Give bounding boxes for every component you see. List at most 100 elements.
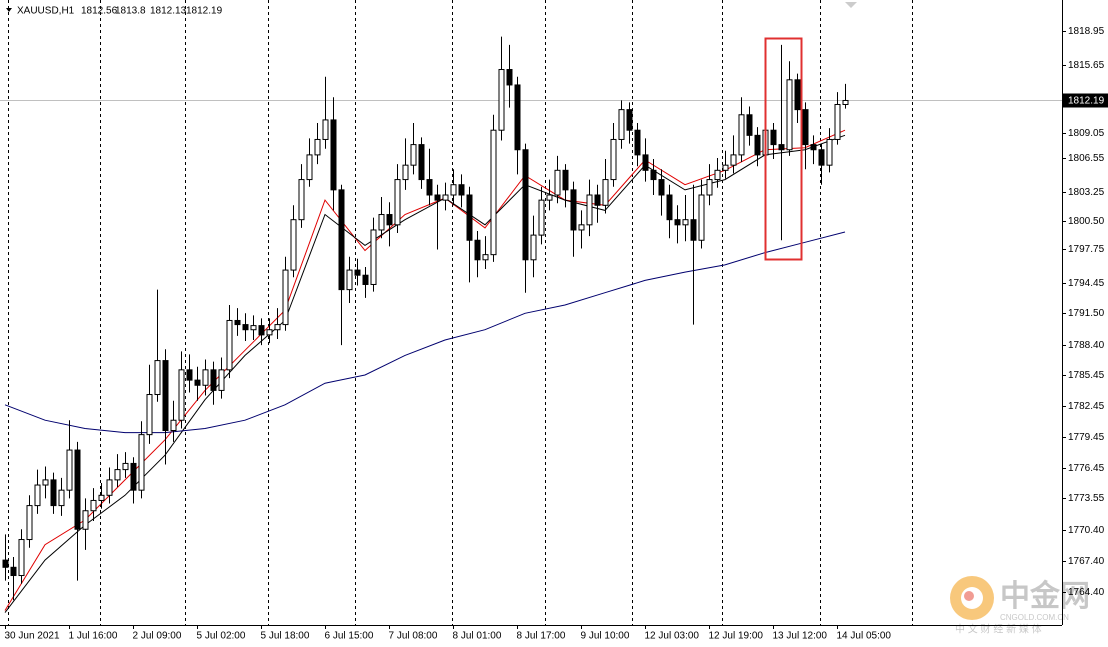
- candle: [162, 349, 169, 465]
- plot: [0, 36, 1062, 613]
- candle: [498, 36, 505, 141]
- candle: [122, 452, 129, 478]
- candle-body: [242, 324, 249, 331]
- header-arrow: [6, 8, 12, 12]
- x-tick-label: 1 Jul 16:00: [69, 631, 118, 642]
- candle: [354, 258, 361, 286]
- x-tick-label: 8 Jul 17:00: [517, 631, 566, 642]
- candle: [170, 400, 177, 442]
- candle-body: [618, 109, 625, 140]
- candle: [730, 135, 737, 174]
- candle-body: [442, 194, 449, 201]
- candle: [154, 289, 161, 402]
- candle: [562, 164, 569, 208]
- candle-body: [690, 219, 697, 241]
- candle-body: [314, 138, 321, 156]
- candle-body: [770, 129, 777, 146]
- candle-body: [26, 505, 33, 541]
- candle: [146, 364, 153, 444]
- candle: [746, 106, 753, 146]
- candle-body: [458, 184, 465, 196]
- candle-body: [362, 274, 369, 285]
- candle: [714, 157, 721, 188]
- candle-body: [674, 219, 681, 226]
- header-high: 1813.8: [115, 6, 146, 17]
- candle-body: [138, 434, 145, 491]
- candle: [26, 495, 33, 548]
- candle: [114, 454, 121, 488]
- y-tick-label: 1788.40: [1068, 340, 1105, 351]
- y-tick-label: 1818.95: [1068, 26, 1105, 37]
- candle: [770, 123, 777, 160]
- candle-body: [482, 254, 489, 261]
- candle: [306, 138, 313, 187]
- y-tick-label: 1767.40: [1068, 556, 1105, 567]
- candle: [634, 123, 641, 167]
- y-tick-label: 1785.45: [1068, 370, 1105, 381]
- x-tick-label: 12 Jul 19:00: [709, 631, 764, 642]
- candle-body: [106, 479, 113, 496]
- candle: [274, 308, 281, 339]
- candle: [202, 359, 209, 396]
- candle-body: [626, 109, 633, 131]
- candle: [178, 351, 185, 429]
- candle-body: [786, 79, 793, 151]
- candle-body: [370, 229, 377, 285]
- candle-body: [34, 484, 41, 507]
- candle: [546, 179, 553, 211]
- candle-body: [178, 369, 185, 421]
- candle: [34, 469, 41, 514]
- candle: [258, 318, 265, 346]
- x-tick-label: 5 Jul 18:00: [261, 631, 310, 642]
- candle-body: [290, 219, 297, 271]
- candle: [346, 256, 353, 303]
- candle: [794, 73, 801, 124]
- candle-body: [218, 369, 225, 391]
- candle: [266, 318, 273, 344]
- candle-body: [842, 99, 849, 105]
- symbol: XAUUSD,H1: [17, 6, 75, 17]
- candle: [218, 357, 225, 399]
- candle-body: [434, 194, 441, 201]
- candle: [842, 83, 849, 109]
- header-low: 1812.13: [150, 6, 187, 17]
- candle: [666, 184, 673, 239]
- candle-body: [130, 462, 137, 491]
- day-separators: [8, 0, 913, 625]
- candle-body: [18, 539, 25, 577]
- candle: [210, 361, 217, 405]
- candle: [786, 61, 793, 156]
- candle: [426, 148, 433, 206]
- candle-body: [778, 144, 785, 151]
- candle: [474, 230, 481, 278]
- candle: [586, 179, 593, 237]
- candle-body: [818, 149, 825, 166]
- candle: [530, 215, 537, 278]
- candle-body: [522, 149, 529, 261]
- candle: [490, 114, 497, 262]
- candle-body: [194, 379, 201, 386]
- x-tick-label: 14 Jul 05:00: [837, 631, 892, 642]
- candle-body: [394, 179, 401, 226]
- x-tick-label: 12 Jul 03:00: [645, 631, 700, 642]
- candle: [810, 135, 817, 165]
- candle-body: [826, 138, 833, 166]
- candle-body: [562, 169, 569, 191]
- candle-body: [346, 269, 353, 291]
- candle: [338, 184, 345, 346]
- y-tick-label: 1800.50: [1068, 216, 1105, 227]
- candle-body: [122, 462, 129, 471]
- candle: [106, 467, 113, 504]
- candle: [66, 420, 73, 499]
- candle-body: [10, 566, 17, 577]
- candle: [738, 97, 745, 163]
- candle-body: [498, 69, 505, 131]
- candle-body: [754, 134, 761, 156]
- y-tick-label: 1794.45: [1068, 278, 1105, 289]
- candle: [674, 205, 681, 244]
- candle: [642, 138, 649, 182]
- candle: [322, 76, 329, 149]
- candle-body: [426, 179, 433, 196]
- logo-dot: [964, 591, 974, 601]
